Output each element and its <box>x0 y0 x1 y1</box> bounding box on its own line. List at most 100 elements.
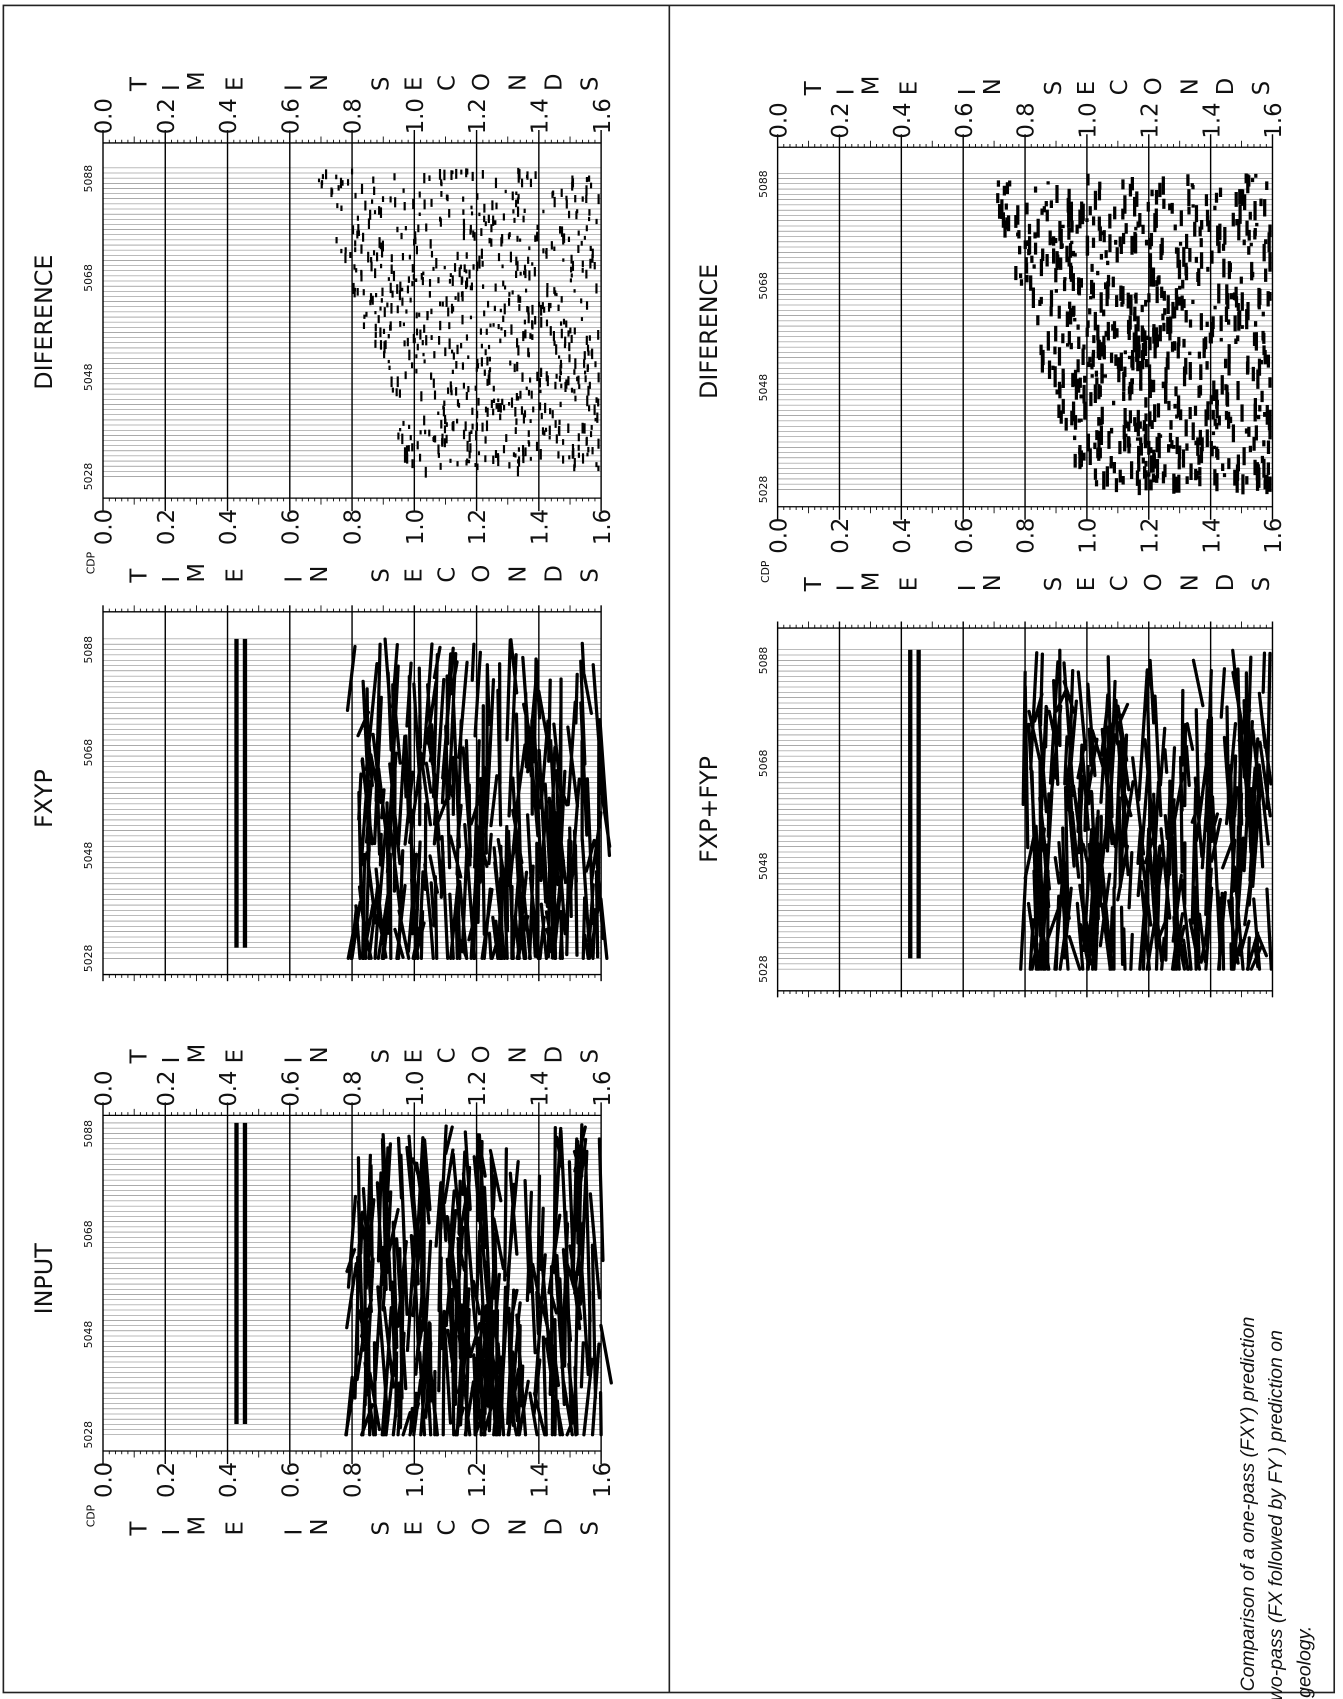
time-tick-label: 1.4 <box>528 509 554 545</box>
cdp-tick-label: 5068 <box>82 264 95 292</box>
time-tick-label: 1.4 <box>528 98 554 134</box>
time-tick-label: 1.4 <box>528 1071 554 1107</box>
caption-text: run to a two-pass (FX followed by FY ) p… <box>1265 1330 1287 1699</box>
seismic-panel: DIFERENCE 0.0 0.0 0.2 0.2 0.4 0.4 0.6 0.6 0.8 0.8 1… <box>30 71 616 583</box>
caption: Figure 3Comparison of a one-pass (FXY) p… <box>1237 1317 1315 1699</box>
cdp-tick-label: 5088 <box>757 647 770 675</box>
time-tick-label: 0.4 <box>890 102 916 138</box>
cdp-tick-label: 5028 <box>757 955 770 983</box>
panel-title: FXP+FYP <box>695 756 723 863</box>
time-tick-label: 1.0 <box>403 98 429 134</box>
strong-reflector <box>908 649 921 959</box>
time-tick-label: 0.6 <box>952 102 978 138</box>
cdp-tick-label: 5088 <box>82 636 95 664</box>
time-axis-label: TIME IN SECONDS <box>126 1044 603 1065</box>
time-axis-label: TIME IN SECONDS <box>126 563 603 584</box>
reflection-events <box>345 637 612 960</box>
time-tick-label: 0.2 <box>154 509 180 545</box>
panel-title: DIFERENCE <box>30 255 58 390</box>
cdp-tick-label: 5068 <box>757 272 770 300</box>
reflection-events <box>1019 648 1273 971</box>
time-tick-label: 0.6 <box>278 98 304 134</box>
time-tick-label: 1.0 <box>403 509 429 545</box>
time-tick-label: 0.8 <box>341 98 367 134</box>
time-tick-label: 0.6 <box>278 509 304 545</box>
cdp-label: CDP <box>84 1504 97 1527</box>
time-tick-label: 1.4 <box>1199 102 1225 138</box>
cdp-tick-label: 5068 <box>82 739 95 767</box>
time-axis-label: TIME IN SECONDS <box>801 76 1275 97</box>
cdp-tick-label: 5048 <box>82 1321 95 1349</box>
time-tick-label: 1.0 <box>1076 102 1102 138</box>
cdp-tick-label: 5068 <box>757 750 770 778</box>
time-tick-label: 1.6 <box>1261 518 1287 554</box>
time-tick-label: 1.4 <box>1199 518 1225 554</box>
seismic-panel: DIFERENCE 0.0 0.0 0.2 0.2 0.4 0.4 0.6 0.6 0.8 0.8 1… <box>695 76 1287 593</box>
time-tick-label: 1.6 <box>590 509 616 545</box>
cdp-tick-label: 5028 <box>82 944 95 972</box>
time-tick-label: 0.2 <box>828 518 854 554</box>
time-tick-label: 1.2 <box>465 98 491 134</box>
time-tick-label: 0.0 <box>92 98 118 134</box>
time-tick-label: 0.4 <box>216 509 242 545</box>
time-tick-label: 1.2 <box>1137 102 1163 138</box>
time-tick-label: 1.6 <box>590 1462 616 1498</box>
time-tick-label: 0.0 <box>766 102 792 138</box>
time-tick-label: 1.0 <box>403 1462 429 1498</box>
cdp-tick-label: 5088 <box>82 1120 95 1148</box>
time-tick-label: 0.2 <box>154 98 180 134</box>
time-tick-label: 0.2 <box>154 1462 180 1498</box>
time-tick-label: 1.2 <box>465 1462 491 1498</box>
time-tick-label: 1.0 <box>403 1071 429 1107</box>
time-axis-label: TIME IN SECONDS <box>126 1516 603 1537</box>
time-tick-label: 1.6 <box>1261 102 1287 138</box>
time-tick-label: 1.6 <box>590 1071 616 1107</box>
time-tick-label: 0.4 <box>890 518 916 554</box>
time-tick-label: 0.4 <box>216 1071 242 1107</box>
time-tick-label: 1.4 <box>528 1462 554 1498</box>
panel-title: DIFERENCE <box>695 264 723 399</box>
time-tick-label: 0.0 <box>92 1071 118 1107</box>
time-tick-label: 0.6 <box>278 1071 304 1107</box>
cdp-tick-label: 5068 <box>82 1220 95 1248</box>
cdp-tick-label: 5048 <box>757 852 770 880</box>
cdp-tick-label: 5048 <box>82 363 95 391</box>
time-tick-label: 0.8 <box>1014 518 1040 554</box>
time-tick-label: 0.0 <box>92 1462 118 1498</box>
time-tick-label: 1.2 <box>465 509 491 545</box>
cdp-tick-label: 5028 <box>757 476 770 504</box>
caption-line: Figure 3Comparison of a one-pass (FXY) p… <box>1237 1317 1259 1699</box>
cdp-tick-label: 5088 <box>757 170 770 198</box>
difference-events <box>996 173 1272 496</box>
strong-reflector <box>234 1122 248 1424</box>
cdp-tick-label: 5048 <box>757 374 770 402</box>
time-tick-label: 0.4 <box>216 98 242 134</box>
time-axis-label: TIME IN SECONDS <box>801 572 1275 593</box>
time-tick-label: 0.8 <box>341 509 367 545</box>
time-tick-label: 0.8 <box>1014 102 1040 138</box>
time-tick-label: 0.8 <box>341 1462 367 1498</box>
time-tick-label: 0.0 <box>92 509 118 545</box>
time-tick-label: 0.0 <box>766 518 792 554</box>
caption-text: a faulted geology. <box>1293 1626 1315 1699</box>
cdp-label: CDP <box>84 551 97 574</box>
seismic-panel: FXP+FYP 5028 5048 5068 5088 <box>695 621 1274 998</box>
time-tick-label: 1.2 <box>1137 518 1163 554</box>
cdp-tick-label: 5028 <box>82 463 95 491</box>
time-tick-label: 1.0 <box>1076 518 1102 554</box>
caption-text: Comparison of a one-pass (FXY) predictio… <box>1237 1317 1259 1692</box>
time-axis-label: TIME IN SECONDS <box>126 71 603 92</box>
time-tick-label: 1.2 <box>465 1071 491 1107</box>
panel-title: FXYP <box>30 769 58 828</box>
difference-events <box>317 167 600 478</box>
cdp-label: CDP <box>759 560 772 583</box>
cdp-tick-label: 5048 <box>82 842 95 870</box>
caption-line: a faulted geology. <box>1293 1626 1315 1699</box>
panel-title: INPUT <box>30 1243 58 1315</box>
time-tick-label: 0.8 <box>341 1071 367 1107</box>
time-tick-label: 1.6 <box>590 98 616 134</box>
time-tick-label: 0.2 <box>828 102 854 138</box>
cdp-tick-label: 5028 <box>82 1421 95 1449</box>
seismic-panel: INPUT 0.0 0.0 0.2 0.2 0.4 0.4 0.6 0.6 0.8 0.8 1.0 1.… <box>30 1044 616 1537</box>
